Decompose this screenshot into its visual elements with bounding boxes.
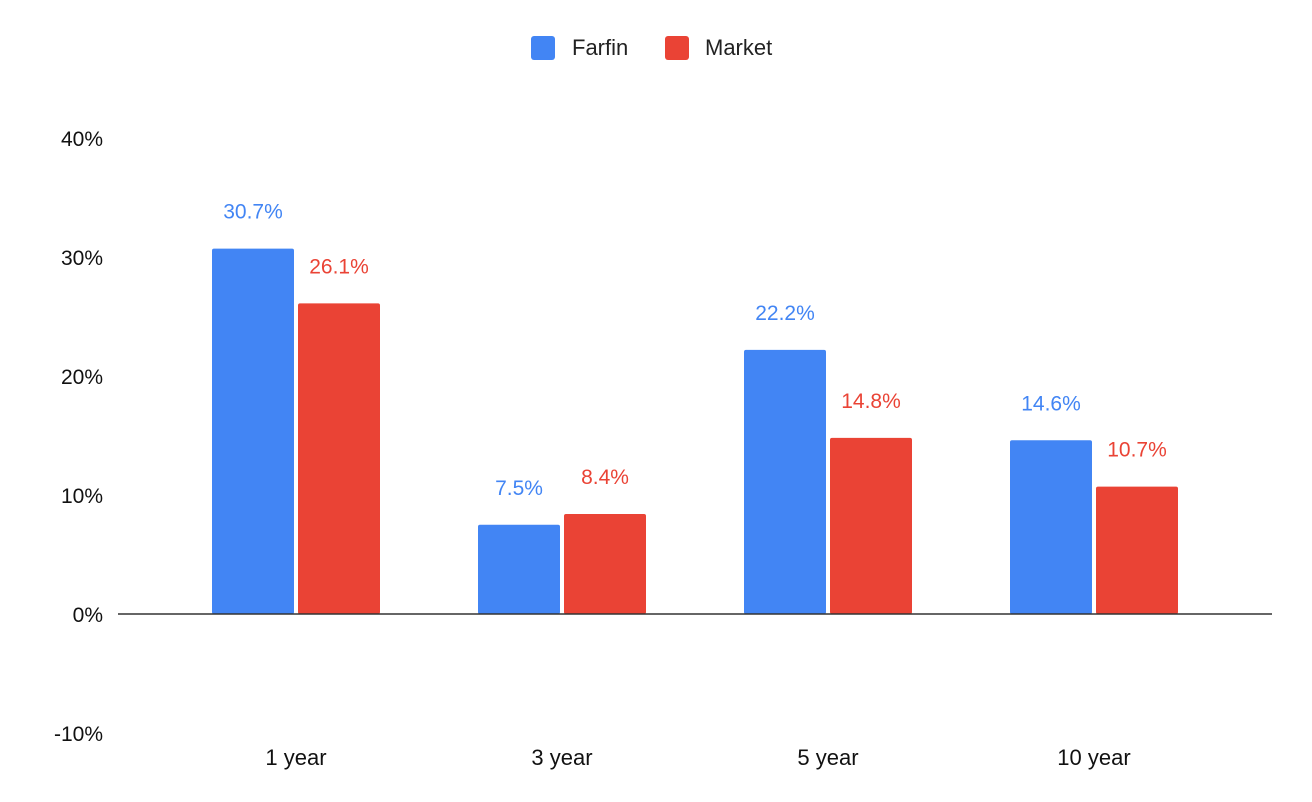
data-label-market: 8.4% — [581, 466, 629, 489]
bar-farfin-5-year — [744, 349, 826, 614]
y-tick-label: 0% — [73, 604, 103, 627]
y-tick-label: 20% — [61, 366, 103, 389]
bar-market-10-year — [1096, 486, 1178, 614]
bar-market-5-year — [830, 437, 912, 614]
data-label-farfin: 7.5% — [495, 477, 543, 500]
bar-market-3-year — [564, 514, 646, 614]
y-tick-label: -10% — [54, 723, 103, 746]
x-tick-label: 1 year — [265, 745, 326, 770]
legend-label-market: Market — [705, 35, 772, 60]
data-label-farfin: 22.2% — [755, 302, 815, 325]
data-label-market: 14.8% — [841, 390, 901, 413]
data-label-farfin: 30.7% — [223, 201, 283, 224]
x-axis: 1 year 3 year 5 year 10 year — [118, 613, 1272, 770]
legend-label-farfin: Farfin — [572, 35, 628, 60]
y-axis: 40% 30% 20% 10% 0% -10% — [54, 128, 103, 746]
data-label-market: 10.7% — [1107, 439, 1167, 462]
legend: Farfin Market — [531, 35, 772, 60]
legend-swatch-farfin — [531, 36, 555, 60]
x-tick-label: 5 year — [797, 745, 858, 770]
legend-swatch-market — [665, 36, 689, 60]
x-tick-label: 3 year — [531, 745, 592, 770]
data-label-farfin: 14.6% — [1021, 392, 1081, 415]
data-label-market: 26.1% — [309, 255, 369, 278]
bar-farfin-10-year — [1010, 440, 1092, 614]
bar-market-1-year — [298, 303, 380, 614]
y-tick-label: 40% — [61, 128, 103, 151]
y-tick-label: 30% — [61, 247, 103, 270]
bar-farfin-1-year — [212, 248, 294, 615]
y-tick-label: 10% — [61, 485, 103, 508]
bar-farfin-3-year — [478, 524, 560, 614]
x-tick-label: 10 year — [1057, 745, 1130, 770]
data-labels: 30.7% 26.1% 7.5% 8.4% 22.2% 14.8% 14.6% 10.7% — [223, 201, 1167, 500]
bars — [212, 248, 1178, 615]
